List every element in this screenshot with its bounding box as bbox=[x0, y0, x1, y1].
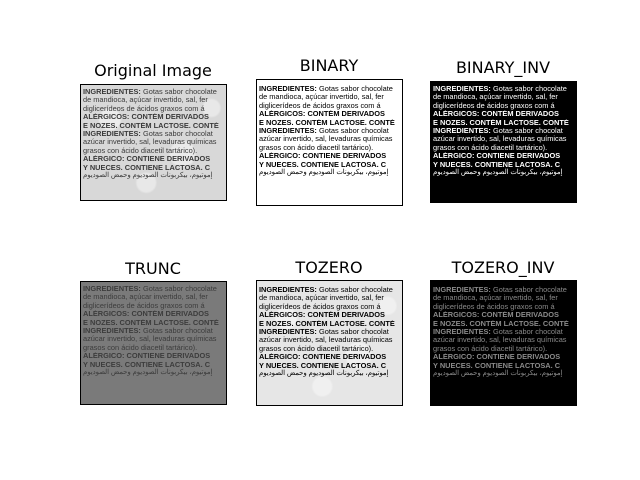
panel-title-binary-inv: BINARY_INV bbox=[455, 58, 551, 77]
panel-binary: BINARY INGREDIENTES: Gotas sabor chocola… bbox=[248, 56, 410, 206]
label-image-tozero: INGREDIENTES: Gotas sabor chocolate de m… bbox=[256, 280, 403, 406]
panel-title-tozero-inv: TOZERO_INV bbox=[451, 258, 555, 277]
panel-trunc: TRUNC INGREDIENTES: Gotas sabor chocolat… bbox=[72, 256, 234, 408]
label-image-binary-inv: INGREDIENTES: Gotas sabor chocolate de m… bbox=[430, 81, 577, 203]
label-image-original: INGREDIENTES: Gotas sabor chocolate de m… bbox=[80, 84, 227, 201]
panel-title-binary: BINARY bbox=[299, 56, 359, 75]
label-image-binary: INGREDIENTES: Gotas sabor chocolate de m… bbox=[256, 79, 403, 206]
panel-binary-inv: BINARY_INV INGREDIENTES: Gotas sabor cho… bbox=[422, 56, 584, 206]
label-image-trunc: INGREDIENTES: Gotas sabor chocolate de m… bbox=[80, 281, 227, 405]
panel-title-trunc: TRUNC bbox=[125, 259, 181, 278]
label-image-tozero-inv: INGREDIENTES: Gotas sabor chocolate de m… bbox=[430, 280, 577, 406]
panel-tozero-inv: TOZERO_INV INGREDIENTES: Gotas sabor cho… bbox=[422, 256, 584, 408]
panel-original: Original Image INGREDIENTES: Gotas sabor… bbox=[72, 56, 234, 206]
panel-title-original: Original Image bbox=[94, 61, 212, 80]
panel-tozero: TOZERO INGREDIENTES: Gotas sabor chocola… bbox=[248, 256, 410, 408]
panel-title-tozero: TOZERO bbox=[295, 258, 363, 277]
